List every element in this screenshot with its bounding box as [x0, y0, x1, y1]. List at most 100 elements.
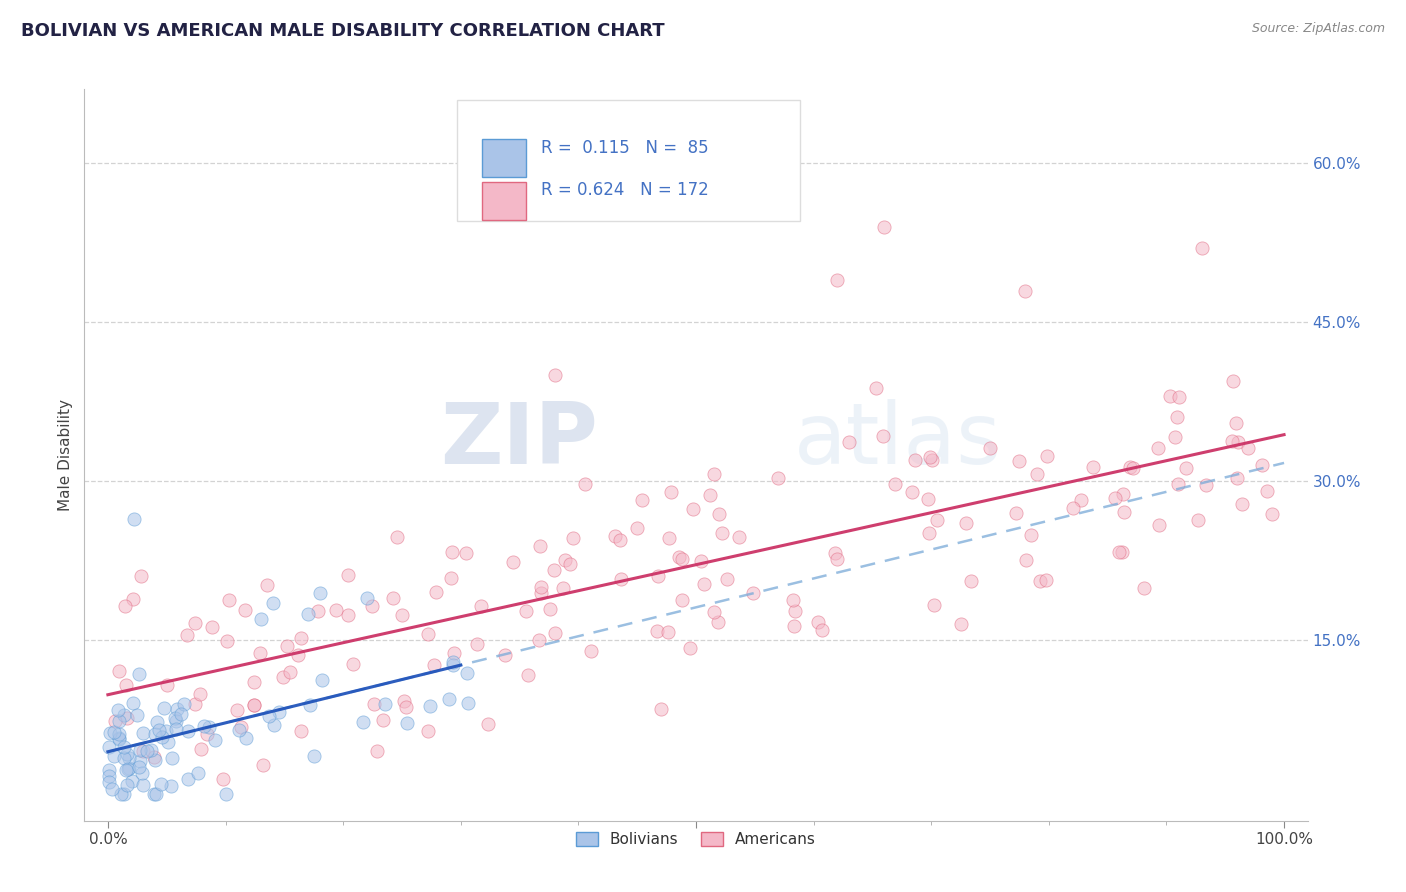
Point: [98, 763, 121, 777]
Point: [1119, 459, 1142, 474]
Point: [703, 467, 725, 482]
Point: [1122, 460, 1144, 475]
Point: [145, 714, 167, 729]
Point: [979, 441, 1001, 455]
Point: [226, 702, 249, 716]
Point: [741, 586, 763, 600]
Point: [307, 605, 329, 619]
Point: [166, 702, 188, 716]
Point: [768, 471, 790, 485]
Point: [707, 615, 730, 629]
Point: [918, 525, 941, 540]
Point: [187, 766, 209, 780]
Point: [441, 655, 464, 669]
Point: [382, 591, 405, 606]
Point: [173, 697, 195, 711]
Point: [502, 555, 524, 569]
Point: [872, 429, 894, 443]
Point: [139, 743, 162, 757]
Point: [198, 720, 221, 734]
Point: [132, 778, 155, 792]
Point: [679, 640, 702, 655]
Point: [337, 607, 360, 622]
Point: [114, 599, 136, 613]
Point: [108, 727, 131, 741]
Point: [1261, 508, 1284, 522]
Point: [342, 657, 364, 672]
Point: [825, 552, 848, 566]
FancyBboxPatch shape: [482, 182, 526, 219]
Point: [391, 607, 413, 622]
Point: [325, 603, 347, 617]
Point: [112, 751, 135, 765]
Point: [122, 511, 145, 525]
Point: [470, 599, 492, 613]
Point: [1029, 574, 1052, 588]
Point: [671, 552, 693, 566]
Point: [243, 675, 266, 690]
Point: [302, 748, 325, 763]
Point: [959, 574, 981, 588]
Point: [544, 368, 567, 383]
Point: [165, 714, 187, 728]
Point: [132, 744, 155, 758]
Point: [1108, 545, 1130, 559]
Point: [659, 485, 682, 500]
Point: [457, 696, 479, 710]
Point: [561, 531, 583, 545]
Point: [1256, 483, 1278, 498]
Point: [263, 718, 285, 732]
Point: [374, 697, 396, 711]
Point: [271, 670, 294, 684]
Point: [515, 604, 537, 618]
Point: [544, 626, 567, 640]
Point: [163, 711, 186, 725]
Point: [807, 615, 830, 629]
Point: [825, 273, 848, 287]
Point: [538, 602, 561, 616]
Point: [108, 731, 131, 745]
Point: [703, 605, 725, 619]
Point: [235, 603, 257, 617]
Point: [129, 569, 152, 583]
Point: [1237, 441, 1260, 455]
Point: [603, 529, 626, 543]
Point: [143, 750, 166, 764]
Point: [122, 696, 145, 710]
Point: [115, 678, 138, 692]
Point: [276, 640, 298, 654]
Legend: Bolivians, Americans: Bolivians, Americans: [569, 825, 823, 854]
Point: [783, 619, 806, 633]
Point: [98, 725, 121, 739]
Point: [554, 553, 576, 567]
Point: [581, 644, 603, 658]
Point: [352, 714, 374, 729]
Point: [920, 450, 942, 465]
Point: [188, 687, 211, 701]
Point: [574, 476, 596, 491]
Text: R = 0.624   N = 172: R = 0.624 N = 172: [541, 181, 709, 199]
Point: [235, 731, 257, 746]
Point: [785, 604, 807, 618]
Point: [782, 592, 804, 607]
Point: [104, 714, 127, 728]
Point: [690, 554, 713, 568]
Point: [443, 646, 465, 660]
Point: [1191, 241, 1213, 255]
Point: [631, 492, 654, 507]
Point: [543, 563, 565, 577]
Point: [145, 787, 167, 801]
Point: [416, 723, 439, 738]
Point: [142, 787, 165, 801]
Point: [97, 775, 120, 789]
Point: [177, 772, 200, 787]
Point: [299, 698, 322, 712]
Point: [128, 759, 150, 773]
Point: [1195, 477, 1218, 491]
Point: [716, 572, 738, 586]
Point: [1187, 513, 1209, 527]
Point: [1175, 460, 1198, 475]
Point: [176, 627, 198, 641]
Point: [190, 742, 212, 756]
Point: [122, 592, 145, 607]
